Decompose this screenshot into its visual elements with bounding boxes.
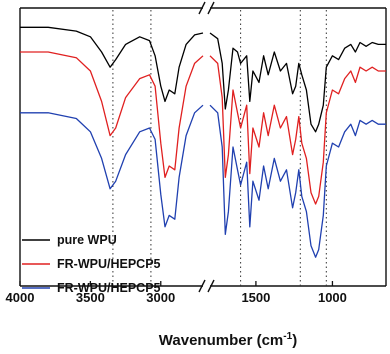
legend: pure WPU FR-WPU/HEPCP5 FR-WPU/HEPCP5 (22, 233, 161, 295)
series-line-1-right (209, 55, 386, 205)
axis-break-marks (198, 1, 215, 293)
legend-label-0: pure WPU (57, 233, 117, 247)
x-axis-title-close: ) (292, 332, 297, 349)
reference-lines (112, 10, 327, 286)
plot-frame (19, 7, 387, 287)
legend-label-2: FR-WPU/HEPCP5 (57, 281, 161, 295)
x-tick-label-2: 3000 (146, 290, 175, 305)
break-slash-right-1 (207, 279, 215, 293)
series-line-1-left (20, 51, 204, 179)
spectra (20, 26, 386, 258)
x-tick-label-3: 1500 (241, 290, 270, 305)
x-tick-label-4: 1000 (318, 290, 347, 305)
x-axis-title: Wavenumber (cm-1) (159, 331, 297, 349)
x-axis-title-main: Wavenumber (cm (159, 332, 283, 349)
series-line-0-right (209, 32, 386, 133)
x-tick-label-1: 3500 (76, 290, 105, 305)
break-slash-left-0 (198, 1, 206, 15)
break-slash-left-1 (198, 279, 206, 293)
series-line-2-right (209, 104, 386, 258)
break-gap-0 (203, 5, 210, 11)
x-axis-ticks: 4000 3500 3000 1500 1000 (6, 281, 347, 305)
series-line-0-left (20, 26, 204, 103)
legend-label-1: FR-WPU/HEPCP5 (57, 257, 161, 271)
x-axis-title-sup: -1 (283, 331, 292, 342)
series-line-2-left (20, 104, 204, 228)
x-tick-label-0: 4000 (6, 290, 35, 305)
break-slash-right-0 (207, 1, 215, 15)
break-gap-1 (203, 283, 210, 289)
